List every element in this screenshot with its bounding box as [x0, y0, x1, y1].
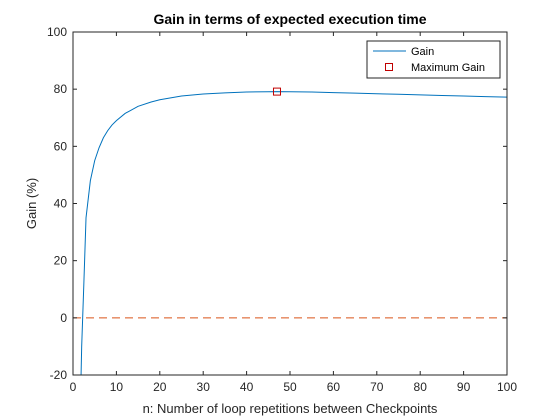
legend-maximum-gain-label: Maximum Gain	[411, 62, 485, 74]
x-tick-label: 100	[497, 380, 517, 394]
y-axis-label: Gain (%)	[24, 178, 39, 229]
y-tick-label: 20	[54, 254, 68, 268]
y-tick-label: 60	[54, 139, 68, 153]
y-tick-label: -20	[50, 368, 68, 382]
x-tick-label: 90	[457, 380, 471, 394]
x-tick-label: 50	[283, 380, 297, 394]
x-tick-label: 10	[110, 380, 124, 394]
x-axis-label: n: Number of loop repetitions between Ch…	[143, 401, 438, 416]
y-tick-label: 40	[54, 197, 68, 211]
x-tick-label: 0	[70, 380, 77, 394]
x-tick-label: 40	[240, 380, 254, 394]
legend-gain-label: Gain	[411, 46, 434, 58]
x-tick-label: 60	[327, 380, 341, 394]
x-tick-label: 70	[370, 380, 384, 394]
x-tick-label: 30	[197, 380, 211, 394]
y-tick-label: 80	[54, 82, 68, 96]
plot-area	[73, 32, 507, 375]
chart-title: Gain in terms of expected execution time	[153, 11, 426, 27]
x-tick-label: 80	[414, 380, 428, 394]
legend: Gain Maximum Gain	[367, 41, 500, 78]
x-tick-label: 20	[153, 380, 167, 394]
y-tick-label: 0	[60, 311, 67, 325]
y-tick-label: 100	[47, 25, 67, 39]
